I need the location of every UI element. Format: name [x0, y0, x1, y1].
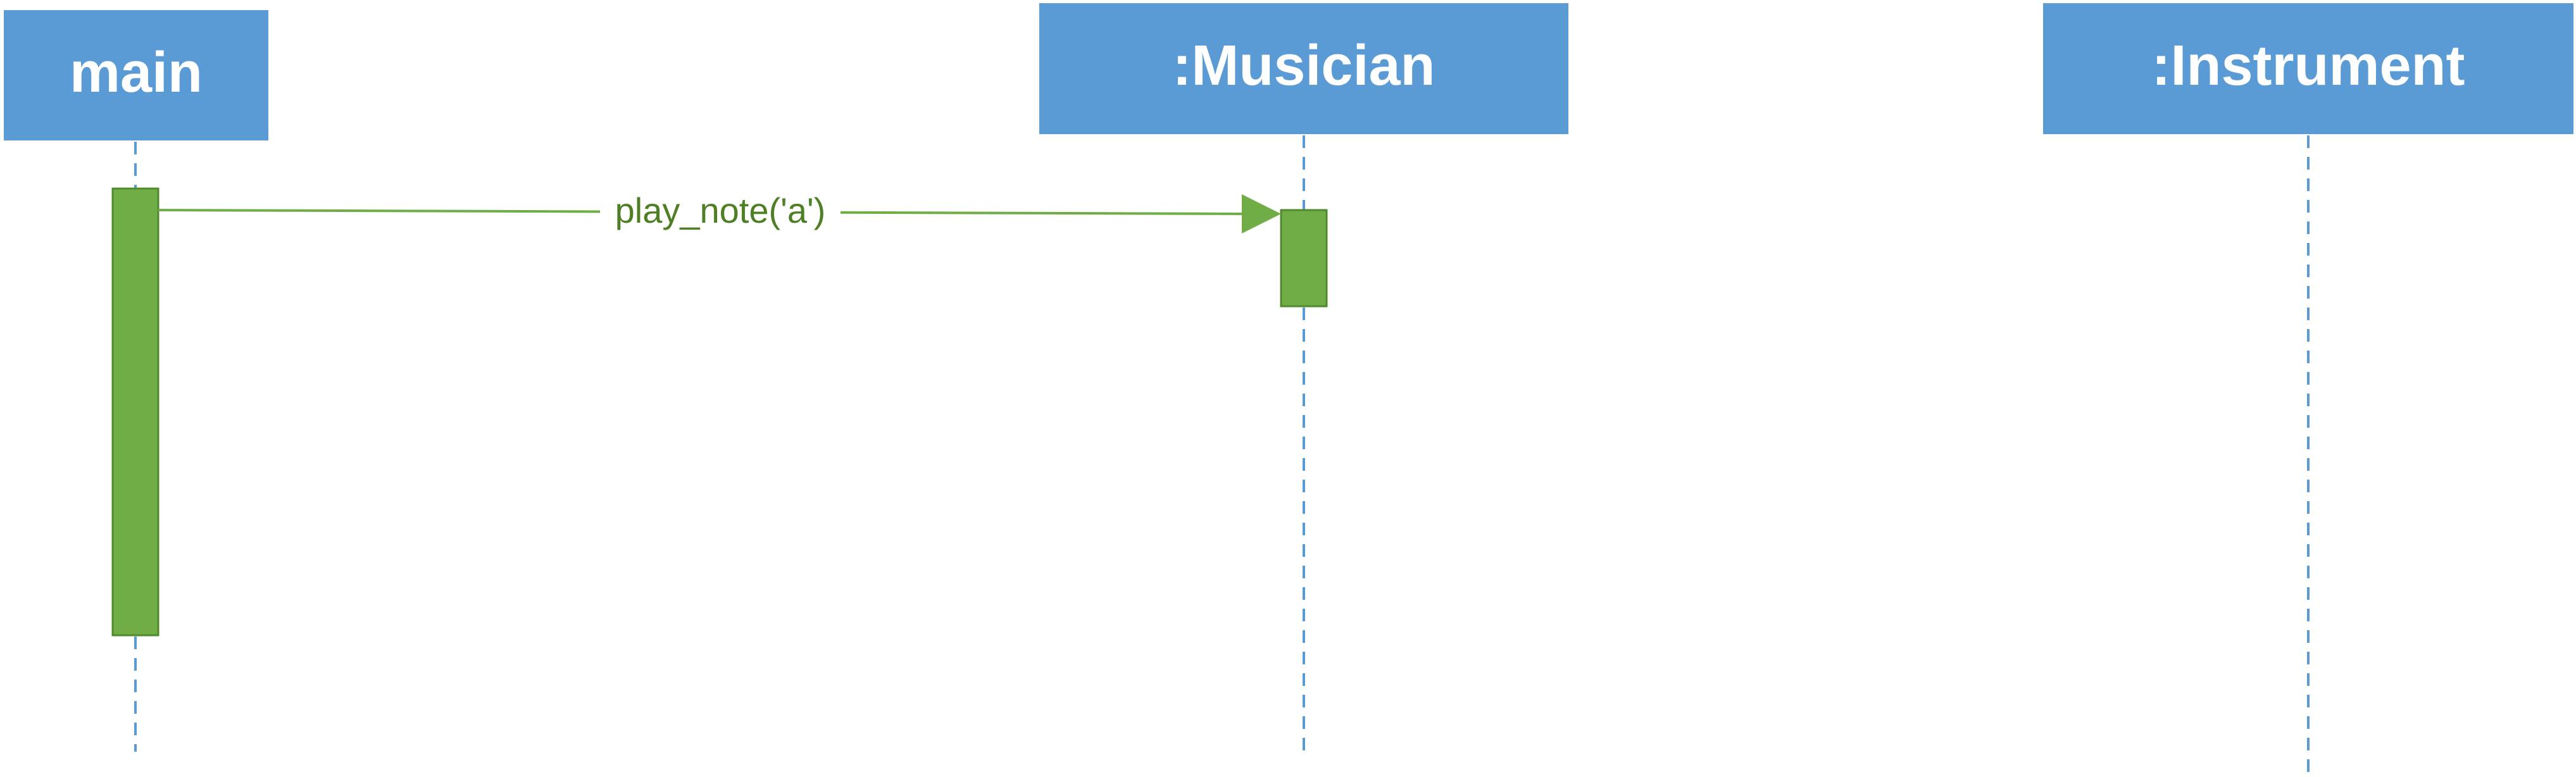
activation-bar-musician: [1280, 209, 1328, 308]
message-label: play_note('a'): [615, 190, 826, 230]
participant-main-label: main: [70, 41, 203, 104]
participant-main-box: [4, 10, 268, 140]
participant-instrument-box: [2043, 3, 2573, 134]
participant-musician-label: :Musician: [1172, 34, 1435, 97]
message-arrowhead: [1242, 194, 1281, 233]
participant-musician-box: [1039, 3, 1568, 134]
participant-instrument: :Instrument: [2043, 3, 2573, 134]
message-play-note: play_note('a'): [158, 190, 1281, 235]
activation-bar-main: [111, 187, 159, 637]
participant-instrument-label: :Instrument: [2152, 34, 2465, 97]
message-label-background: [600, 190, 841, 235]
participant-main: main: [4, 10, 268, 140]
participant-musician: :Musician: [1039, 3, 1568, 134]
